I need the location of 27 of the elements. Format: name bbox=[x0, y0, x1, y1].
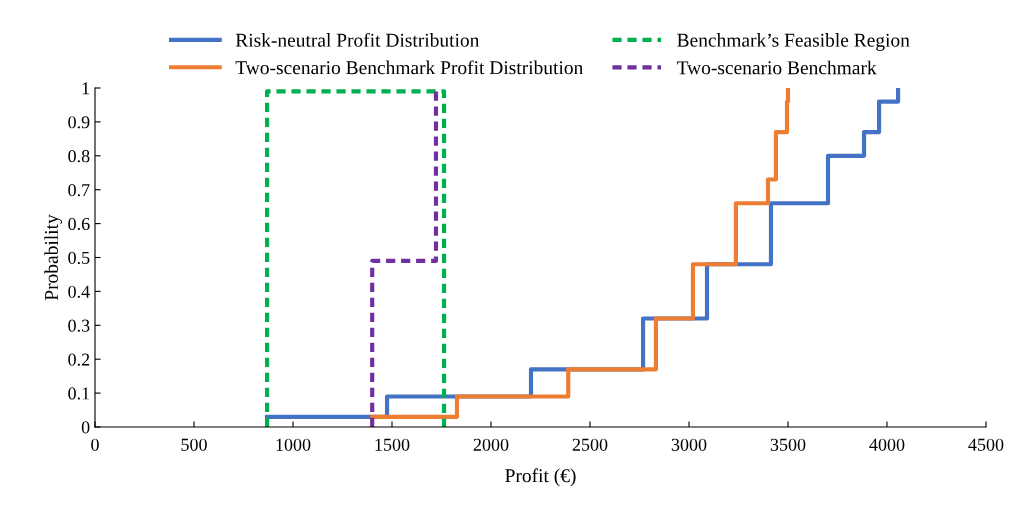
y-tick-label: 0.2 bbox=[68, 353, 90, 366]
x-tick-label: 1500 bbox=[375, 438, 410, 451]
x-tick-label: 2500 bbox=[572, 438, 608, 451]
y-tick-label: 0.5 bbox=[68, 251, 90, 265]
legend-label: Benchmark’s Feasible Region bbox=[677, 33, 910, 51]
y-tick-label: 0.7 bbox=[68, 183, 90, 197]
y-tick-label: 1 bbox=[82, 82, 90, 95]
y-tick-label: 0.4 bbox=[68, 285, 90, 298]
y-tick-label: 0.3 bbox=[68, 319, 90, 332]
x-tick-label: 3000 bbox=[671, 438, 707, 451]
y-tick-label: 0 bbox=[81, 421, 90, 434]
x-axis-title: Profit (€) bbox=[505, 468, 576, 487]
x-tick-label: 2000 bbox=[473, 438, 509, 451]
x-tick-label: 0 bbox=[91, 438, 99, 451]
x-tick-label: 4000 bbox=[869, 438, 905, 451]
y-tick-label: 0.8 bbox=[68, 150, 90, 163]
y-tick-label: 0.6 bbox=[68, 217, 90, 231]
y-tick-label: 0.9 bbox=[68, 116, 90, 129]
x-tick-label: 500 bbox=[181, 438, 207, 451]
legend-label: Two-scenario Benchmark Profit Distribution bbox=[235, 60, 583, 75]
legend-label: Risk-neutral Profit Distribution bbox=[235, 32, 480, 47]
legend-label: Two-scenario Benchmark bbox=[676, 60, 877, 75]
y-axis-title: Probability bbox=[44, 214, 63, 301]
x-tick-label: 1000 bbox=[276, 438, 311, 451]
y-tick-label: 0.1 bbox=[68, 387, 90, 400]
x-tick-label: 4500 bbox=[968, 438, 1004, 451]
x-tick-label: 3500 bbox=[770, 438, 806, 451]
